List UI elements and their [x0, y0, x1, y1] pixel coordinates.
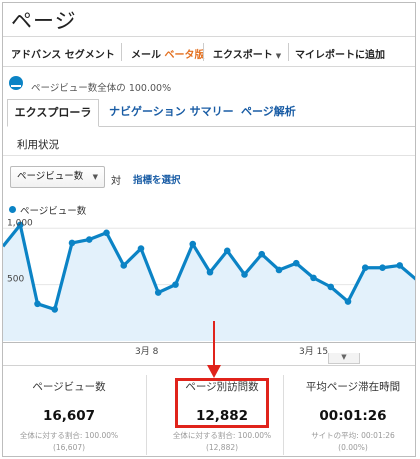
- x-axis-line: [3, 342, 415, 343]
- toolbar-separator: [203, 43, 204, 61]
- metric-title: 平均ページ滞在時間: [305, 381, 401, 393]
- tab-page-analysis[interactable]: ページ解析: [241, 105, 296, 118]
- data-point[interactable]: [327, 283, 335, 291]
- y-tick-label: 1,000: [7, 218, 33, 228]
- collapse-chart-toggle[interactable]: ▼: [328, 353, 360, 364]
- advanced-segment-button[interactable]: アドバンス セグメント: [11, 50, 115, 61]
- metric-pageviews: ページビュー数 16,607 全体に対する割合: 100.00% (16,607…: [7, 373, 131, 452]
- legend-label: ページビュー数: [20, 206, 87, 217]
- data-point[interactable]: [137, 245, 145, 252]
- data-point[interactable]: [258, 250, 266, 258]
- metric-title: ページ別訪問数: [185, 381, 259, 393]
- toolbar-separator: [121, 43, 122, 61]
- segment-label: ページビュー数全体の 100.00%: [31, 83, 172, 94]
- legend-dot-icon: [9, 206, 16, 213]
- chevron-down-icon: ▼: [92, 173, 98, 181]
- metric-subtext: (0.00%): [338, 443, 368, 452]
- chart-legend: ページビュー数: [9, 203, 86, 217]
- data-point[interactable]: [172, 281, 179, 288]
- tab-divider: [7, 126, 415, 127]
- toolbar: アドバンス セグメント メール ベータ版 エクスポート ▼ マイレポートに追加: [3, 37, 415, 65]
- x-tick-label: 3月 8: [135, 347, 159, 357]
- tab-navigation-summary[interactable]: ナビゲーション サマリー: [109, 105, 234, 118]
- email-button[interactable]: メール ベータ版: [131, 46, 204, 61]
- chevron-down-icon: ▼: [341, 353, 347, 361]
- page-title: ページ: [11, 9, 77, 33]
- divider: [3, 36, 415, 37]
- data-point[interactable]: [189, 240, 197, 248]
- segment-pie-icon: [9, 76, 23, 90]
- x-tick-label: 3月 15: [299, 347, 329, 357]
- beta-badge: ベータ版: [164, 50, 205, 61]
- data-point[interactable]: [241, 271, 248, 278]
- data-point[interactable]: [34, 300, 41, 308]
- highlight-box: [175, 378, 269, 428]
- metric-dropdown-label: ページビュー数: [17, 171, 84, 182]
- vs-label: 対: [111, 176, 121, 187]
- data-point[interactable]: [361, 264, 369, 272]
- data-point[interactable]: [206, 268, 214, 276]
- metric-subtext: サイトの平均: 00:01:26: [311, 431, 395, 440]
- data-point[interactable]: [292, 259, 300, 267]
- segment-row: ページビュー数全体の 100.00%: [3, 69, 415, 94]
- metric-value: 16,607: [42, 408, 96, 424]
- email-label: メール: [131, 50, 161, 61]
- metric-subtext: (12,882): [205, 443, 239, 452]
- data-point[interactable]: [344, 298, 352, 305]
- metric-value: 00:01:26: [319, 408, 387, 424]
- metric-divider: [146, 375, 147, 455]
- metric-value: 12,882: [195, 408, 249, 424]
- report-tabs: エクスプローラ ナビゲーション サマリー ページ解析: [7, 99, 415, 127]
- data-point[interactable]: [379, 264, 386, 272]
- metric-subtext: 全体に対する割合: 100.00%: [19, 431, 119, 440]
- chevron-down-icon: ▼: [275, 52, 282, 60]
- data-point[interactable]: [16, 221, 24, 229]
- data-point[interactable]: [396, 262, 404, 269]
- report-panel: ページ アドバンス セグメント メール ベータ版 エクスポート ▼ マイレポートに…: [2, 2, 416, 457]
- metric-divider: [283, 375, 284, 455]
- toolbar-separator: [288, 43, 289, 61]
- metric-dropdown[interactable]: ページビュー数 ▼: [10, 166, 105, 188]
- choose-metric-link[interactable]: 指標を選択: [133, 175, 181, 186]
- tab-explorer[interactable]: エクスプローラ: [7, 99, 99, 127]
- export-button[interactable]: エクスポート ▼: [213, 46, 281, 61]
- data-point[interactable]: [275, 266, 283, 274]
- data-point[interactable]: [120, 262, 128, 269]
- data-point[interactable]: [154, 289, 162, 296]
- add-to-report-button[interactable]: マイレポートに追加: [295, 50, 385, 61]
- data-point[interactable]: [51, 306, 59, 313]
- arrow-down-icon: [207, 321, 221, 378]
- metric-subtext: (16,607): [52, 443, 86, 452]
- data-point[interactable]: [68, 239, 76, 247]
- series-area: [3, 224, 415, 341]
- data-point[interactable]: [223, 247, 231, 255]
- data-point[interactable]: [103, 229, 110, 237]
- y-tick-label: 500: [7, 275, 24, 285]
- data-point[interactable]: [310, 274, 317, 282]
- metric-unique-pageviews: ページ別訪問数 12,882 全体に対する割合: 100.00% (12,882…: [160, 373, 284, 452]
- metric-title: ページビュー数: [32, 381, 106, 393]
- data-point[interactable]: [85, 236, 93, 243]
- divider: [3, 66, 415, 67]
- metric-subtext: 全体に対する割合: 100.00%: [172, 431, 272, 440]
- metric-avg-time-on-page: 平均ページ滞在時間 00:01:26 サイトの平均: 00:01:26 (0.0…: [291, 373, 415, 452]
- export-label: エクスポート: [213, 50, 273, 61]
- pageviews-line-chart: 1,000 500: [3, 218, 415, 341]
- divider: [3, 155, 415, 156]
- subtab-usage[interactable]: 利用状況: [17, 139, 59, 151]
